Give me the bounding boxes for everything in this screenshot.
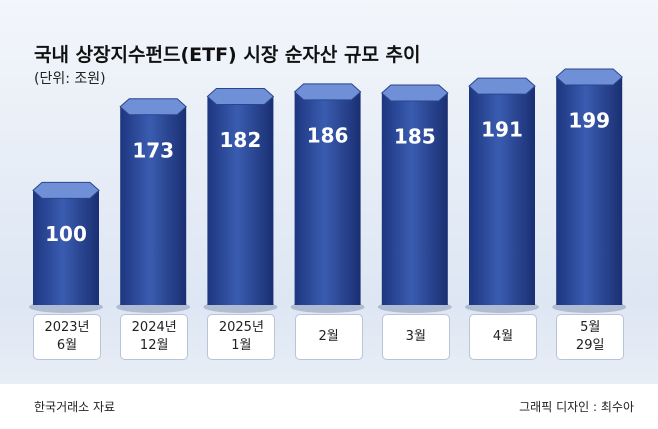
x-tick-label: 2023년 6월 (33, 314, 101, 360)
x-tick-label: 3월 (381, 314, 450, 360)
bar (120, 106, 187, 306)
value-label: 182 (220, 128, 262, 152)
x-tick-label: 4월 (469, 314, 537, 360)
bar (556, 77, 623, 305)
x-tick-label: 2024년 12월 (120, 314, 189, 360)
value-label: 191 (481, 118, 523, 142)
bar-top (32, 181, 100, 199)
bar-top (206, 87, 275, 105)
value-label: 100 (45, 222, 87, 246)
chart-subtitle: (단위: 조원) (34, 71, 106, 87)
value-label: 173 (132, 138, 174, 162)
bar-top (381, 84, 449, 102)
bar (33, 190, 99, 305)
bar (294, 91, 361, 305)
bar (469, 86, 535, 305)
bar (207, 96, 274, 305)
bar-top (555, 68, 623, 86)
chart-title: 국내 상장지수펀드(ETF) 시장 순자산 규모 추이 (34, 44, 421, 66)
value-label: 186 (307, 123, 349, 147)
footer-band (0, 384, 658, 429)
value-label: 199 (568, 109, 610, 133)
x-tick-label: 2월 (294, 314, 363, 360)
bar-top (119, 98, 187, 116)
x-tick-label: 2025년 1월 (207, 314, 276, 360)
credit: 그래픽 디자인 : 최수아 (519, 400, 634, 414)
bar-top (468, 77, 536, 95)
value-label: 185 (394, 125, 436, 149)
source: 한국거래소 자료 (34, 400, 116, 414)
bar-top (293, 83, 362, 101)
x-tick-label: 5월 29일 (556, 314, 625, 360)
bar (381, 93, 448, 306)
